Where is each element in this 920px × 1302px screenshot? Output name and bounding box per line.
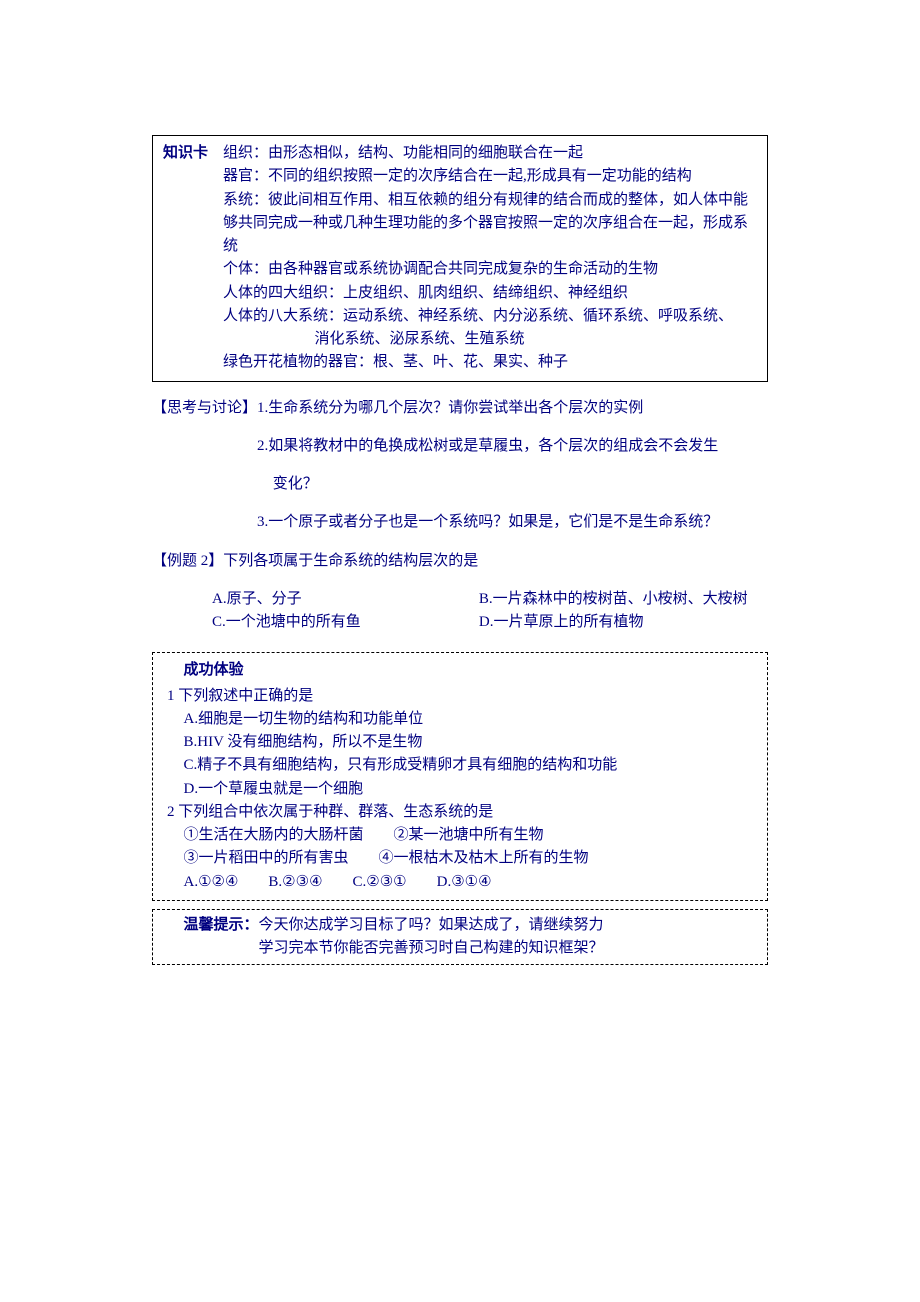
success-q2-stem: 2 下列组合中依次属于种群、群落、生态系统的是 xyxy=(167,801,753,824)
knowledge-line: 人体的八大系统：运动系统、神经系统、内分泌系统、循环系统、呼吸系统、 xyxy=(223,305,757,328)
knowledge-line: 人体的四大组织：上皮组织、肌肉组织、结缔组织、神经组织 xyxy=(223,282,757,305)
success-q2-line1: ①生活在大肠内的大肠杆菌 ②某一池塘中所有生物 xyxy=(167,824,753,847)
example2-option-b: B.一片森林中的桉树苗、小桉树、大桉树 xyxy=(479,588,768,611)
success-q2-line2: ③一片稻田中的所有害虫 ④一根枯木及枯木上所有的生物 xyxy=(167,847,753,870)
knowledge-line: 系统：彼此间相互作用、相互依赖的组分有规律的结合而成的整体，如人体中能够共同完成… xyxy=(223,189,757,259)
discussion-block: 【思考与讨论】1.生命系统分为哪几个层次？请你尝试举出各个层次的实例 2.如果将… xyxy=(152,397,768,535)
example2-line: 【例题 2】下列各项属于生命系统的结构层次的是 xyxy=(152,550,768,573)
example2-option-c: C.一个池塘中的所有鱼 xyxy=(212,611,479,634)
tip-line2: 学习完本节你能否完善预习时自己构建的知识框架？ xyxy=(167,937,753,960)
discussion-label: 【思考与讨论】 xyxy=(152,400,257,416)
discussion-item: 变化？ xyxy=(152,473,768,496)
knowledge-card-box: 知识卡 组织：由形态相似，结构、功能相同的细胞联合在一起 器官：不同的组织按照一… xyxy=(152,135,768,382)
discussion-item: 1.生命系统分为哪几个层次？请你尝试举出各个层次的实例 xyxy=(257,400,643,416)
discussion-item: 3.一个原子或者分子也是一个系统吗？如果是，它们是不是生命系统？ xyxy=(152,511,768,534)
document-page: 知识卡 组织：由形态相似，结构、功能相同的细胞联合在一起 器官：不同的组织按照一… xyxy=(0,0,920,1302)
discussion-line: 【思考与讨论】1.生命系统分为哪几个层次？请你尝试举出各个层次的实例 xyxy=(152,397,768,420)
knowledge-card-label: 知识卡 xyxy=(163,142,208,165)
example2-block: 【例题 2】下列各项属于生命系统的结构层次的是 A.原子、分子 B.一片森林中的… xyxy=(152,550,768,635)
success-q1-a: A.细胞是一切生物的结构和功能单位 xyxy=(167,708,753,731)
success-q1-d: D.一个草履虫就是一个细胞 xyxy=(167,778,753,801)
discussion-item: 2.如果将教材中的龟换成松树或是草履虫，各个层次的组成会不会发生 xyxy=(152,435,768,458)
knowledge-card-body: 组织：由形态相似，结构、功能相同的细胞联合在一起 器官：不同的组织按照一定的次序… xyxy=(208,142,757,375)
success-q1-c: C.精子不具有细胞结构，只有形成受精卵才具有细胞的结构和功能 xyxy=(167,754,753,777)
success-q1-stem: 1 下列叙述中正确的是 xyxy=(167,685,753,708)
knowledge-line: 组织：由形态相似，结构、功能相同的细胞联合在一起 xyxy=(223,142,757,165)
knowledge-line: 绿色开花植物的器官：根、茎、叶、花、果实、种子 xyxy=(223,351,757,374)
tip-line1: 温馨提示：今天你达成学习目标了吗？如果达成了，请继续努力 xyxy=(167,914,753,937)
tip-label: 温馨提示： xyxy=(184,917,259,933)
example2-option-d: D.一片草原上的所有植物 xyxy=(479,611,768,634)
example2-stem: 下列各项属于生命系统的结构层次的是 xyxy=(223,553,478,569)
success-title: 成功体验 xyxy=(167,659,753,682)
example2-option-a: A.原子、分子 xyxy=(212,588,479,611)
example2-label: 【例题 2】 xyxy=(152,553,223,569)
tip-text1: 今天你达成学习目标了吗？如果达成了，请继续努力 xyxy=(259,917,604,933)
knowledge-line: 消化系统、泌尿系统、生殖系统 xyxy=(223,328,757,351)
success-q1-b: B.HIV 没有细胞结构，所以不是生物 xyxy=(167,731,753,754)
tip-box: 温馨提示：今天你达成学习目标了吗？如果达成了，请继续努力 学习完本节你能否完善预… xyxy=(152,909,768,966)
knowledge-line: 器官：不同的组织按照一定的次序结合在一起,形成具有一定功能的结构 xyxy=(223,165,757,188)
knowledge-line: 个体：由各种器官或系统协调配合共同完成复杂的生命活动的生物 xyxy=(223,258,757,281)
success-q2-options: A.①②④ B.②③④ C.②③① D.③①④ xyxy=(167,871,753,894)
success-box: 成功体验 1 下列叙述中正确的是 A.细胞是一切生物的结构和功能单位 B.HIV… xyxy=(152,652,768,901)
